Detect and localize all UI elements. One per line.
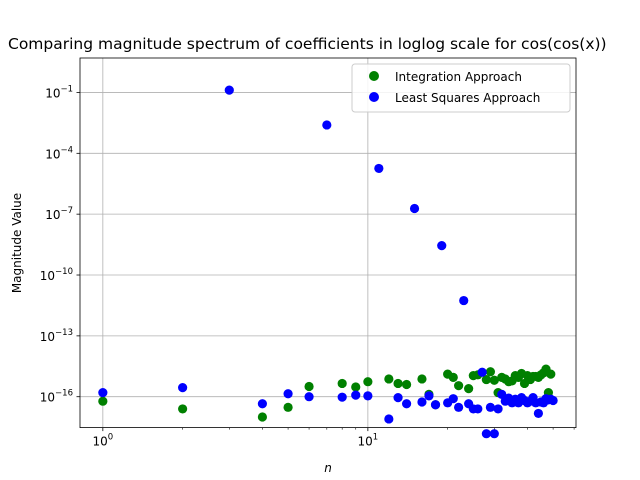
data-point: [337, 392, 347, 402]
data-point: [454, 381, 464, 391]
data-point: [485, 367, 496, 377]
data-point: [224, 85, 234, 95]
legend-marker-integration: [369, 71, 379, 81]
x-tick-exponent: 1: [373, 433, 378, 443]
data-point: [489, 375, 499, 385]
x-tick-exponent: 0: [108, 433, 113, 443]
x-tick-label: 100: [92, 433, 113, 449]
y-tick-exponent: −4: [60, 145, 73, 155]
data-point: [98, 396, 108, 406]
y-tick-exponent: −10: [55, 267, 73, 277]
legend-box: [351, 63, 571, 113]
series-least-squares: [98, 85, 558, 439]
y-tick-base: 10: [45, 208, 60, 222]
data-point: [363, 377, 373, 387]
y-tick-label: 10−7: [45, 206, 73, 222]
data-point: [401, 399, 412, 409]
data-point: [393, 378, 403, 389]
data-point: [481, 429, 491, 439]
data-point: [257, 412, 268, 422]
y-tick-base: 10: [45, 147, 60, 161]
x-tick-label: 101: [358, 433, 379, 449]
data-point: [493, 404, 503, 414]
chart-title-text: Comparing magnitude spectrum of coeffici…: [8, 35, 607, 53]
data-point: [283, 389, 293, 399]
y-tick-label: 10−16: [40, 389, 73, 405]
data-point: [497, 389, 507, 399]
data-point: [351, 382, 361, 392]
y-axis-label: Magnitude Value: [10, 193, 24, 293]
y-tick-exponent: −13: [55, 328, 73, 338]
data-point: [384, 414, 394, 424]
data-point: [481, 374, 491, 385]
legend-marker-least-squares: [369, 92, 379, 102]
grid-lines: [80, 58, 576, 428]
data-point: [384, 374, 394, 384]
data-point: [178, 404, 188, 414]
y-tick-exponent: −16: [55, 389, 73, 399]
data-point: [454, 402, 464, 412]
data-point: [430, 400, 441, 410]
y-tick-base: 10: [40, 269, 55, 283]
y-tick-base: 10: [45, 86, 60, 100]
y-tick-base: 10: [40, 391, 55, 405]
y-tick-exponent: −1: [60, 84, 73, 94]
y-tick-label: 10−10: [40, 267, 73, 283]
data-point: [178, 383, 188, 393]
data-point: [459, 295, 469, 306]
data-point: [485, 402, 496, 412]
data-point: [548, 395, 558, 406]
y-tick-label: 10−1: [45, 84, 73, 100]
data-point: [448, 372, 458, 382]
legend: Integration Approach Least Squares Appro…: [351, 63, 571, 113]
data-point: [257, 399, 268, 409]
data-point: [437, 241, 447, 251]
data-point: [401, 379, 412, 390]
data-point: [322, 120, 332, 130]
data-point: [489, 429, 499, 439]
data-point: [337, 378, 347, 389]
data-point: [533, 408, 543, 419]
data-point: [473, 404, 483, 414]
legend-label-least-squares: Least Squares Approach: [395, 91, 540, 105]
data-point: [363, 391, 373, 401]
x-tick-base: 10: [358, 435, 373, 449]
x-axis-label: n: [324, 461, 332, 475]
data-point: [464, 384, 474, 394]
data-point: [304, 392, 314, 402]
y-tick-exponent: −7: [60, 206, 73, 216]
chart-title: Comparing magnitude spectrum of coeffici…: [8, 35, 607, 53]
y-tick-base: 10: [40, 330, 55, 344]
x-axis-ticks: 100 101: [92, 427, 575, 449]
plot-frame: [79, 57, 577, 429]
data-point: [417, 374, 427, 384]
data-point: [283, 402, 293, 412]
data-point: [477, 367, 487, 377]
data-point: [98, 387, 108, 398]
y-tick-label: 10−4: [45, 145, 73, 161]
data-point: [417, 397, 427, 407]
legend-label-integration: Integration Approach: [395, 70, 522, 84]
y-tick-label: 10−13: [40, 328, 73, 344]
x-tick-base: 10: [92, 435, 107, 449]
data-point: [424, 391, 434, 401]
data-point: [351, 390, 361, 400]
data-point: [546, 369, 556, 379]
data-point: [409, 203, 420, 214]
data-points: [98, 85, 558, 439]
data-point: [304, 381, 314, 392]
series-integration: [98, 364, 556, 422]
data-point: [393, 393, 403, 403]
data-point: [448, 394, 458, 404]
data-point: [374, 163, 384, 174]
